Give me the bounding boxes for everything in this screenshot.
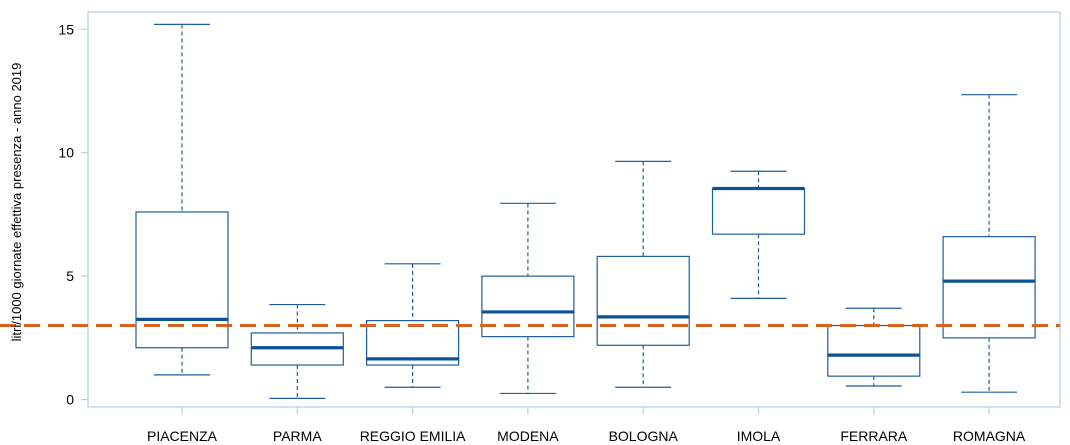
box-rect: [827, 324, 921, 377]
plot-frame: [87, 11, 1061, 408]
box-romagna: [942, 94, 1036, 393]
box-piacenza: [135, 23, 229, 376]
x-category-label: PIACENZA: [147, 428, 218, 444]
box-reggio-emilia: [366, 263, 460, 388]
box-bologna: [596, 160, 690, 388]
box-ferrara: [827, 307, 921, 387]
y-axis-label: litri/1000 giornate effettiva presenza -…: [9, 63, 24, 342]
box-modena: [481, 202, 575, 395]
box-parma: [250, 303, 344, 399]
box-rect: [596, 255, 690, 346]
x-category-label: IMOLA: [737, 428, 781, 444]
box-rect: [942, 236, 1036, 339]
x-category-label: FERRARA: [840, 428, 908, 444]
x-category-label: REGGIO EMILIA: [360, 428, 466, 444]
x-category-label: MODENA: [497, 428, 559, 444]
y-tick-label: 10: [58, 145, 74, 161]
x-category-labels: PIACENZA PARMA REGGIO EMILIA MODENA BOLOGNA I…: [147, 407, 1026, 444]
y-tick-label: 15: [58, 21, 74, 37]
boxes: [135, 23, 1036, 399]
x-category-label: ROMAGNA: [953, 428, 1026, 444]
box-rect: [711, 187, 806, 235]
box-rect: [135, 211, 229, 349]
box-imola: [711, 170, 806, 299]
y-tick-label: 5: [66, 268, 74, 284]
x-category-label: PARMA: [273, 428, 322, 444]
y-tick-label: 0: [66, 392, 74, 408]
box-rect: [481, 275, 575, 338]
axes: [87, 11, 1061, 408]
x-category-label: BOLOGNA: [609, 428, 679, 444]
y-ticks: 0 5 10 15: [58, 21, 88, 408]
